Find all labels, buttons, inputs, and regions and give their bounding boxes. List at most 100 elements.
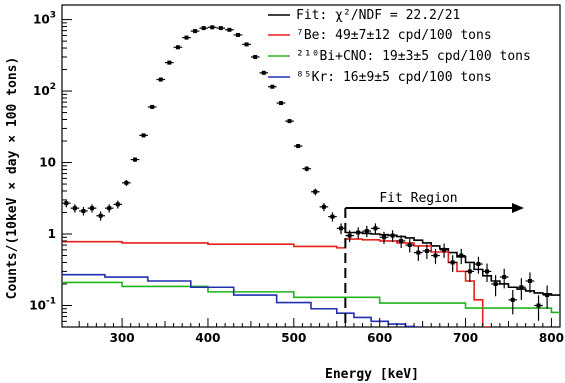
point-marker — [175, 45, 180, 50]
x-tick-label: 600 — [367, 331, 392, 345]
point-marker — [236, 32, 241, 37]
data-point — [405, 239, 415, 253]
bi210-cno-curve — [62, 281, 560, 314]
data-point — [130, 157, 140, 162]
data-point — [70, 204, 80, 213]
kr85-curve — [62, 273, 423, 327]
point-marker — [150, 104, 155, 109]
point-marker — [296, 144, 301, 149]
point-marker — [72, 206, 77, 211]
point-marker — [339, 226, 344, 231]
point-marker — [450, 260, 455, 265]
point-marker — [442, 247, 447, 252]
point-marker — [485, 269, 490, 274]
data-point — [225, 27, 234, 32]
point-marker — [399, 238, 404, 243]
point-marker — [218, 26, 223, 31]
data-point — [147, 104, 157, 109]
y-axis-title: Counts/(10keV × day × 100 tons) — [5, 57, 20, 300]
y-tick-label: 10-1 — [29, 296, 56, 312]
data-point — [439, 243, 449, 258]
point-marker — [424, 248, 429, 253]
data-point — [491, 275, 500, 297]
data-point — [233, 32, 243, 37]
point-marker — [115, 202, 120, 207]
data-point — [474, 256, 483, 274]
x-tick-label: 800 — [539, 331, 564, 345]
data-point — [250, 54, 260, 59]
data-point — [302, 166, 311, 172]
data-point — [276, 101, 286, 106]
x-tick-label: 700 — [453, 331, 478, 345]
point-marker — [141, 133, 146, 138]
point-marker — [459, 253, 464, 258]
data-point — [156, 77, 166, 82]
point-marker — [321, 204, 326, 209]
y-tick-label: 102 — [33, 82, 56, 98]
data-point — [353, 227, 363, 239]
data-point — [242, 42, 251, 47]
point-marker — [107, 206, 112, 211]
data-point — [362, 225, 372, 238]
x-axis: 300 400 500 600 700 800 — [78, 318, 564, 345]
point-marker — [510, 297, 515, 302]
fit-region-label: Fit Region — [379, 191, 457, 206]
data-point — [165, 60, 174, 65]
legend-label-bi210-cno: ²¹⁰Bi+CNO: 19±3±5 cpd/100 tons — [296, 49, 531, 64]
point-marker — [90, 206, 95, 211]
x-tick-label: 500 — [281, 331, 306, 345]
legend-label-kr85: ⁸⁵Kr: 16±9±5 cpd/100 tons — [296, 70, 492, 85]
point-marker — [364, 229, 369, 234]
point-marker — [201, 26, 206, 31]
data-point — [319, 203, 329, 212]
x-tick-label: 300 — [110, 331, 135, 345]
data-point — [122, 179, 131, 186]
legend-label-be7: ⁷Be: 49±7±12 cpd/100 tons — [296, 28, 492, 43]
point-marker — [390, 233, 395, 238]
point-marker — [81, 208, 86, 213]
data-point — [345, 230, 354, 243]
data-point — [431, 248, 440, 265]
point-marker — [536, 303, 541, 308]
data-point — [336, 223, 346, 235]
point-marker — [356, 230, 361, 235]
legend-label-fit: Fit: χ²/NDF = 22.2/21 — [296, 8, 460, 23]
data-point — [173, 45, 183, 50]
point-marker — [433, 253, 438, 258]
data-point — [104, 204, 114, 213]
point-marker — [227, 27, 232, 32]
point-marker — [244, 42, 249, 47]
data-point — [259, 70, 269, 75]
point-marker — [519, 285, 524, 290]
point-marker — [210, 25, 215, 30]
point-marker — [407, 243, 412, 248]
data-point — [285, 119, 294, 124]
fit-curve — [345, 231, 560, 296]
y-tick-label: 103 — [33, 11, 56, 27]
data-point — [508, 289, 518, 315]
point-marker — [527, 279, 532, 284]
data-point — [456, 248, 466, 265]
point-marker — [502, 275, 507, 280]
data-point — [87, 204, 97, 213]
data-point — [216, 26, 226, 31]
point-marker — [347, 233, 352, 238]
data-point — [293, 144, 303, 149]
point-marker — [476, 262, 481, 267]
data-point — [182, 35, 191, 40]
y-tick-label: 10 — [39, 156, 56, 170]
x-axis-title: Energy [keV] — [325, 367, 419, 382]
point-marker — [184, 35, 189, 40]
point-marker — [64, 201, 69, 206]
point-marker — [373, 226, 378, 231]
data-point — [379, 231, 389, 244]
data-point — [482, 263, 492, 282]
data-point — [199, 26, 208, 31]
data-point — [328, 212, 337, 222]
data-point — [542, 285, 552, 309]
x-tick-label: 400 — [195, 331, 220, 345]
point-marker — [253, 54, 258, 59]
point-marker — [124, 180, 129, 185]
legend: Fit: χ²/NDF = 22.2/21 ⁷Be: 49±7±12 cpd/1… — [268, 8, 531, 85]
